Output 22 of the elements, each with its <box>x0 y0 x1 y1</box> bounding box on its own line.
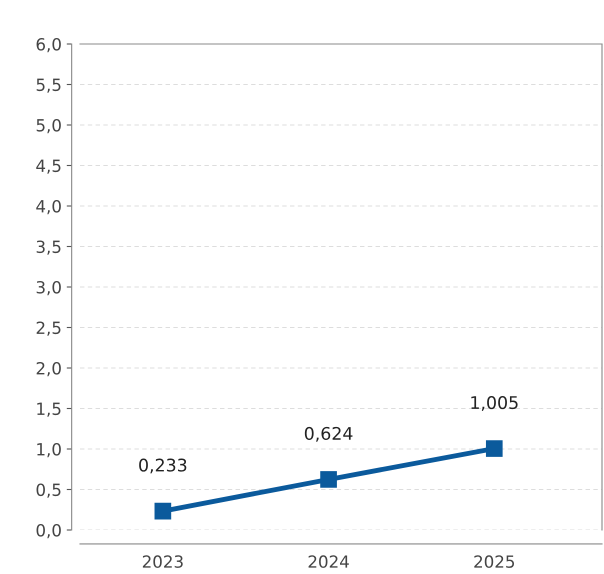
y-tick-label: 0,5 <box>36 483 60 498</box>
y-tick-label: 0,0 <box>36 524 61 538</box>
x-tick-label: 2023 <box>142 555 183 568</box>
x-tick-label: 2024 <box>308 555 349 568</box>
y-tick-label: 3,0 <box>36 280 61 296</box>
y-tick-label: 1,0 <box>37 442 61 458</box>
y-tick-label: 1,5 <box>37 402 60 417</box>
y-tick-label: 6,0 <box>36 38 61 52</box>
y-tick-label: 5,0 <box>36 118 61 134</box>
data-label: 0,624 <box>304 426 352 442</box>
y-tick-label: 4,5 <box>36 160 60 174</box>
data-label: 0,233 <box>139 458 186 474</box>
x-tick-label: 2025 <box>474 555 514 568</box>
y-tick-label: 5,5 <box>36 78 60 93</box>
data-label: 1,005 <box>471 396 518 411</box>
point <box>486 440 503 457</box>
y-tick-label: 2,0 <box>36 362 61 376</box>
y-tick-label: 2,5 <box>36 321 60 336</box>
y-tick-label: 3,5 <box>36 240 60 255</box>
y-tick-label: 4,0 <box>36 200 61 214</box>
point <box>320 471 337 488</box>
point <box>154 502 172 520</box>
